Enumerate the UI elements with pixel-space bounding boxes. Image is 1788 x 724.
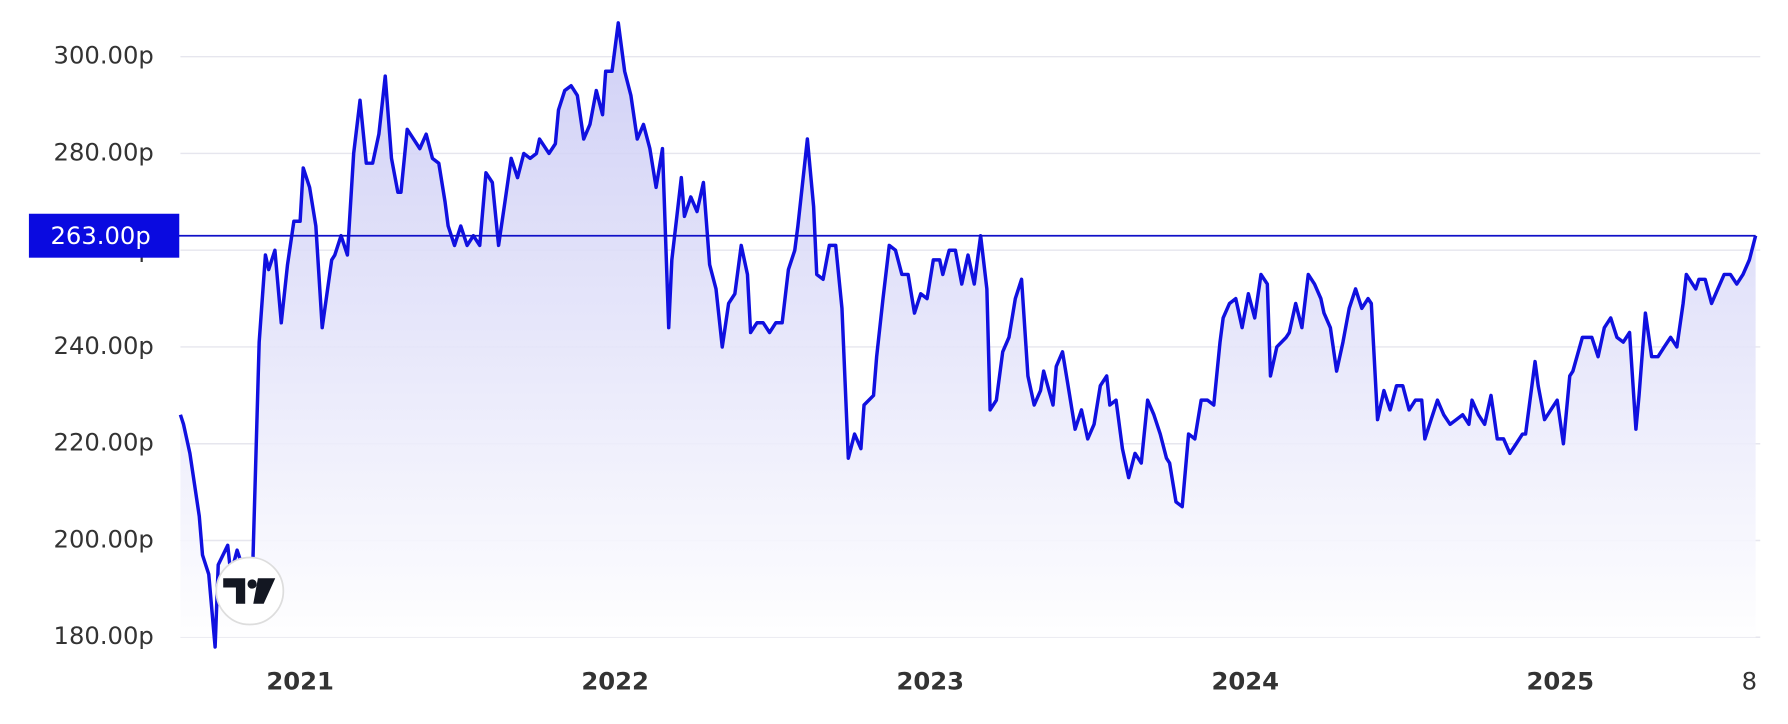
x-tick-label: 2025 <box>1527 666 1595 695</box>
y-tick-label: 180.00p <box>54 621 154 650</box>
current-price-label: 263.00p <box>50 221 150 250</box>
x-tick-label: 2021 <box>266 666 334 695</box>
plot <box>178 21 1758 649</box>
y-tick-label: 280.00p <box>54 137 154 166</box>
current-price-badge <box>28 213 180 258</box>
x-tick-label: 8 <box>1742 666 1757 695</box>
price-line <box>178 21 1758 649</box>
y-tick-label: 240.00p <box>54 331 154 360</box>
x-tick-label: 2024 <box>1211 666 1279 695</box>
x-tick-label: 2022 <box>581 666 649 695</box>
x-tick-label: 2023 <box>896 666 964 695</box>
y-tick-label: 220.00p <box>54 428 154 457</box>
y-tick-label: 300.00p <box>54 41 154 70</box>
y-tick-label: 200.00p <box>54 524 154 553</box>
overlay: 263.00p <box>28 213 1756 258</box>
logo <box>215 556 285 626</box>
area <box>180 22 1756 647</box>
